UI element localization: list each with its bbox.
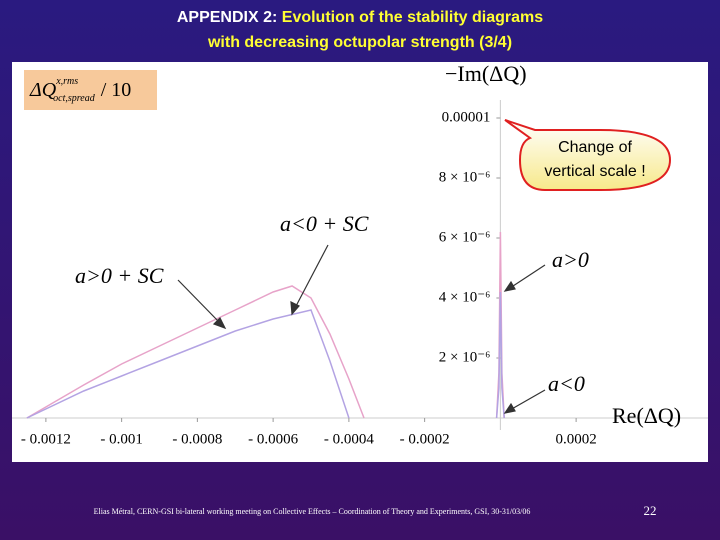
y-axis-label: −Im(ΔQ) <box>445 61 527 86</box>
x-tick-label: - 0.0002 <box>400 431 450 447</box>
x-tick-label: - 0.0012 <box>21 431 71 447</box>
series-line <box>26 309 350 419</box>
y-tick-label: 4 × 10⁻⁶ <box>439 289 491 305</box>
title-line-1: APPENDIX 2: Evolution of the stability d… <box>177 9 543 26</box>
annotation: a>0 <box>552 247 589 272</box>
y-tick-label: 0.00001 <box>442 109 491 125</box>
y-tick-label: 6 × 10⁻⁶ <box>439 229 491 245</box>
title-prefix: APPENDIX 2: <box>177 9 277 26</box>
annotation: a>0 + SC <box>75 263 164 288</box>
footer: Elias Métral, CERN-GSI bi-lateral workin… <box>94 507 531 516</box>
callout-text: vertical scale ! <box>544 163 645 180</box>
y-tick-label: 8 × 10⁻⁶ <box>439 169 491 185</box>
series-line <box>26 285 365 419</box>
x-tick-label: - 0.0004 <box>324 431 374 447</box>
title-line-2: with decreasing octupolar strength (3/4) <box>207 34 512 51</box>
spread-box <box>24 70 157 110</box>
annotation: a<0 + SC <box>280 211 369 236</box>
box-sub: oct,spread <box>53 93 96 104</box>
series-line <box>495 231 505 419</box>
callout-bubble <box>504 119 672 191</box>
plot: - 0.0012 - 0.001 - 0.0008 - 0.0006 - 0.0004 -… <box>12 100 708 447</box>
title-text: Evolution of the stability diagrams <box>282 9 543 26</box>
series-line <box>495 291 505 419</box>
y-tick-label: 2 × 10⁻⁶ <box>439 349 491 365</box>
x-tick-label: - 0.0008 <box>172 431 222 447</box>
arrows <box>177 244 546 414</box>
x-tick-label: - 0.0006 <box>248 431 298 447</box>
x-tick-label: 0.0002 <box>556 431 597 447</box>
page-number: 22 <box>644 503 657 518</box>
spread-label: ΔQx,rms oct,spread / 10 <box>29 76 131 104</box>
annotation: a<0 <box>548 371 585 396</box>
x-axis-label: Re(ΔQ) <box>612 403 681 428</box>
callout-text: Change of <box>558 139 632 156</box>
plot-panel <box>12 62 708 462</box>
box-sup: x,rms <box>55 76 78 87</box>
box-tail: / 10 <box>101 79 132 101</box>
box-symbol: ΔQ <box>29 79 57 101</box>
x-tick-label: - 0.001 <box>100 431 143 447</box>
